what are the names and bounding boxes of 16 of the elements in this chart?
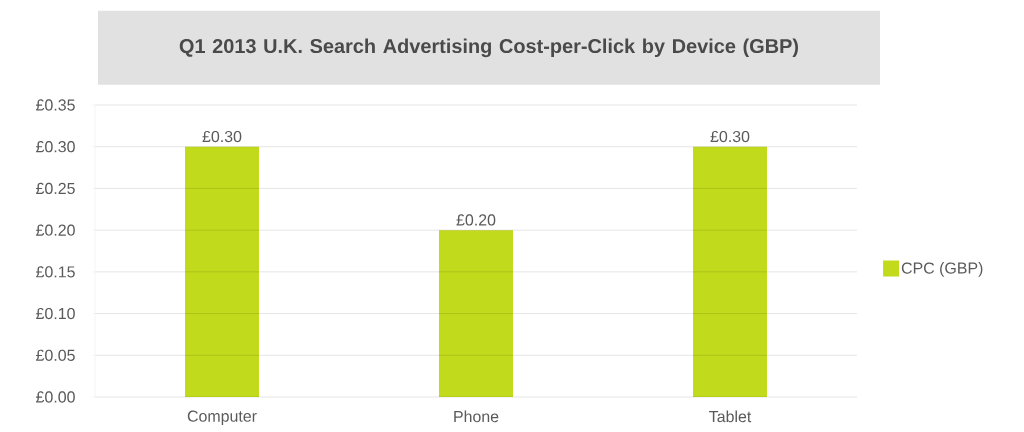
legend-label: CPC (GBP) <box>901 262 983 277</box>
y-tick-label: £0.35 <box>36 99 75 111</box>
y-tick-label: £0.00 <box>36 391 75 403</box>
y-tick-label: £0.25 <box>36 182 75 195</box>
y-tick-label: £0.20 <box>36 224 75 236</box>
data-label: £0.30 <box>710 130 750 143</box>
y-tick-label: £0.05 <box>36 349 75 361</box>
y-tick-label: £0.15 <box>36 266 75 278</box>
x-tick-label: Phone <box>454 410 499 423</box>
x-tick-label: Tablet <box>709 410 752 423</box>
data-label: £0.20 <box>456 214 496 226</box>
y-tick-label: £0.10 <box>36 307 75 320</box>
x-tick-label: Computer <box>187 410 257 425</box>
chart-title: Q1 2013 U.K. Search Advertising Cost-per-Click by Device (GBP) <box>179 38 798 58</box>
data-label: £0.30 <box>202 130 242 143</box>
y-tick-label: £0.30 <box>36 141 75 153</box>
